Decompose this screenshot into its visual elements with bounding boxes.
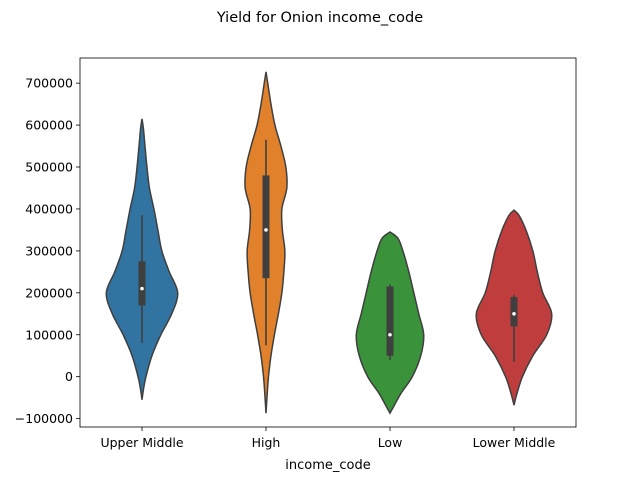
x-axis-label: income_code — [285, 458, 370, 473]
chart-title: Yield for Onion income_code — [216, 10, 423, 26]
y-tick-label: 200000 — [25, 285, 73, 300]
x-axis: Upper Middle High Low Lower Middle — [100, 427, 556, 450]
y-tick-label: 400000 — [25, 201, 73, 216]
y-tick-label: 100000 — [25, 327, 73, 342]
iqr-box — [386, 286, 394, 356]
iqr-box — [138, 261, 146, 306]
y-tick-label: −100000 — [15, 411, 73, 426]
x-tick-label: High — [252, 435, 281, 450]
y-tick-label: 0 — [65, 369, 73, 384]
median-marker — [264, 228, 268, 232]
median-marker — [388, 332, 392, 337]
iqr-box — [262, 175, 270, 279]
y-tick-label: 500000 — [25, 160, 73, 175]
median-marker — [512, 311, 516, 316]
violin-low — [355, 231, 425, 415]
violin-lower-middle — [475, 209, 553, 406]
x-tick-label: Upper Middle — [100, 435, 183, 450]
y-axis: −100000 0 100000 200000 300000 400000 500000 60… — [15, 76, 80, 426]
iqr-box — [510, 297, 518, 327]
x-tick-label: Low — [378, 435, 403, 450]
plot-frame — [79, 57, 577, 428]
violin-upper-middle — [105, 118, 179, 400]
x-tick-label: Lower Middle — [473, 435, 556, 450]
y-tick-label: 600000 — [25, 118, 73, 133]
y-tick-label: 300000 — [25, 243, 73, 258]
violin-high — [244, 71, 288, 414]
median-marker — [140, 286, 144, 291]
y-tick-label: 700000 — [25, 76, 73, 91]
violins-layer — [105, 71, 553, 415]
